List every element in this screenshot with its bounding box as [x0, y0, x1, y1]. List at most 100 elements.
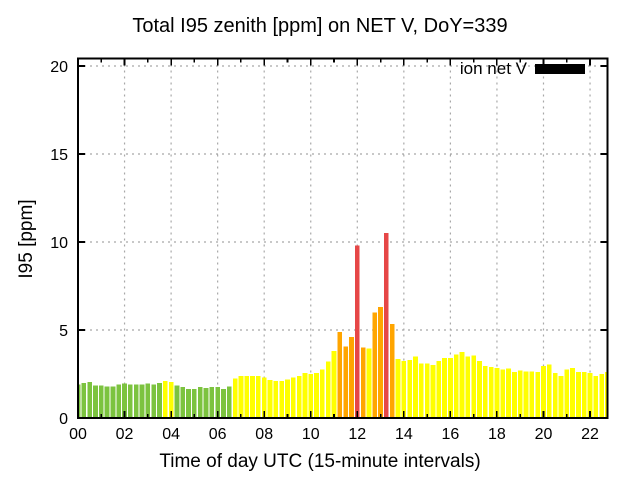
bar [296, 375, 302, 418]
bar [162, 381, 168, 418]
x-tick-label: 12 [348, 426, 366, 443]
bar [558, 375, 564, 418]
bar [226, 386, 232, 418]
bar [331, 351, 337, 418]
bar [186, 388, 191, 418]
y-tick-label: 20 [50, 59, 68, 76]
y-tick-labels: 0 5 10 15 20 [50, 59, 68, 428]
bar [267, 380, 273, 418]
bar [471, 355, 477, 418]
bar [436, 360, 442, 418]
bar [593, 375, 599, 418]
bar [389, 323, 395, 418]
bar [453, 354, 459, 418]
bar [512, 372, 517, 418]
bar [541, 366, 546, 418]
bar [535, 372, 541, 418]
bar [192, 388, 197, 418]
bar [81, 382, 87, 418]
bar [279, 381, 284, 418]
bar [244, 375, 250, 418]
bar [116, 384, 122, 418]
bar [576, 372, 581, 418]
bar [151, 384, 156, 418]
bar [78, 384, 81, 418]
bar [122, 383, 127, 418]
x-tick-label: 14 [395, 426, 413, 443]
bar [197, 387, 203, 418]
bar [168, 381, 174, 418]
bar [413, 356, 418, 418]
bar [581, 372, 587, 418]
bar [407, 359, 413, 418]
bar [349, 337, 354, 418]
bar [139, 384, 145, 418]
x-tick-label: 06 [209, 426, 227, 443]
bar [424, 363, 430, 418]
bar [290, 377, 296, 418]
bar [308, 374, 314, 418]
bar [209, 387, 215, 418]
bar [314, 373, 319, 418]
bar [221, 388, 226, 418]
y-tick-label: 5 [59, 323, 68, 340]
y-tick-label: 15 [50, 147, 68, 164]
bar [477, 360, 482, 418]
bar [442, 358, 447, 418]
y-tick-label: 0 [59, 411, 68, 428]
bar [465, 356, 471, 418]
bar [256, 375, 261, 418]
bar [459, 352, 465, 418]
bar [261, 377, 267, 418]
bar [215, 387, 220, 418]
bar [366, 348, 372, 418]
bar [273, 381, 279, 418]
bar [494, 367, 500, 418]
bar [500, 369, 506, 418]
bar [180, 387, 186, 418]
y-tick-label: 10 [50, 235, 68, 252]
bar [238, 375, 244, 418]
x-tick-label: 02 [116, 426, 134, 443]
bar [145, 383, 151, 418]
x-tick-label: 10 [302, 426, 320, 443]
bar [285, 379, 290, 418]
bar [337, 331, 343, 418]
bar [384, 233, 389, 418]
bar [517, 370, 523, 418]
bar [203, 388, 209, 418]
bar [605, 372, 608, 418]
bar [157, 382, 162, 418]
bar [488, 366, 494, 418]
bar [564, 369, 570, 418]
bar [302, 373, 308, 418]
bar [360, 347, 366, 418]
bar [232, 378, 238, 418]
bar [587, 373, 593, 418]
bar [320, 369, 325, 418]
gridlines [78, 58, 608, 418]
bar [552, 373, 558, 418]
x-tick-label: 20 [535, 426, 553, 443]
bar [506, 368, 511, 418]
bar [395, 359, 401, 418]
bar [250, 375, 255, 418]
bar [482, 366, 488, 418]
bar [354, 245, 360, 418]
bar [128, 384, 133, 418]
bar [430, 365, 436, 418]
bar [325, 361, 331, 418]
x-tick-labels: 00 02 04 06 08 10 12 14 16 18 20 22 [69, 426, 599, 443]
x-tick-label: 00 [69, 426, 87, 443]
bar [104, 386, 110, 418]
bar [448, 358, 453, 418]
bar [546, 364, 552, 418]
bar [110, 386, 116, 418]
x-tick-label: 08 [255, 426, 273, 443]
x-tick-label: 04 [162, 426, 180, 443]
bar [133, 384, 139, 418]
bars [78, 233, 608, 418]
x-axis-label: Time of day UTC (15-minute intervals) [159, 451, 481, 472]
